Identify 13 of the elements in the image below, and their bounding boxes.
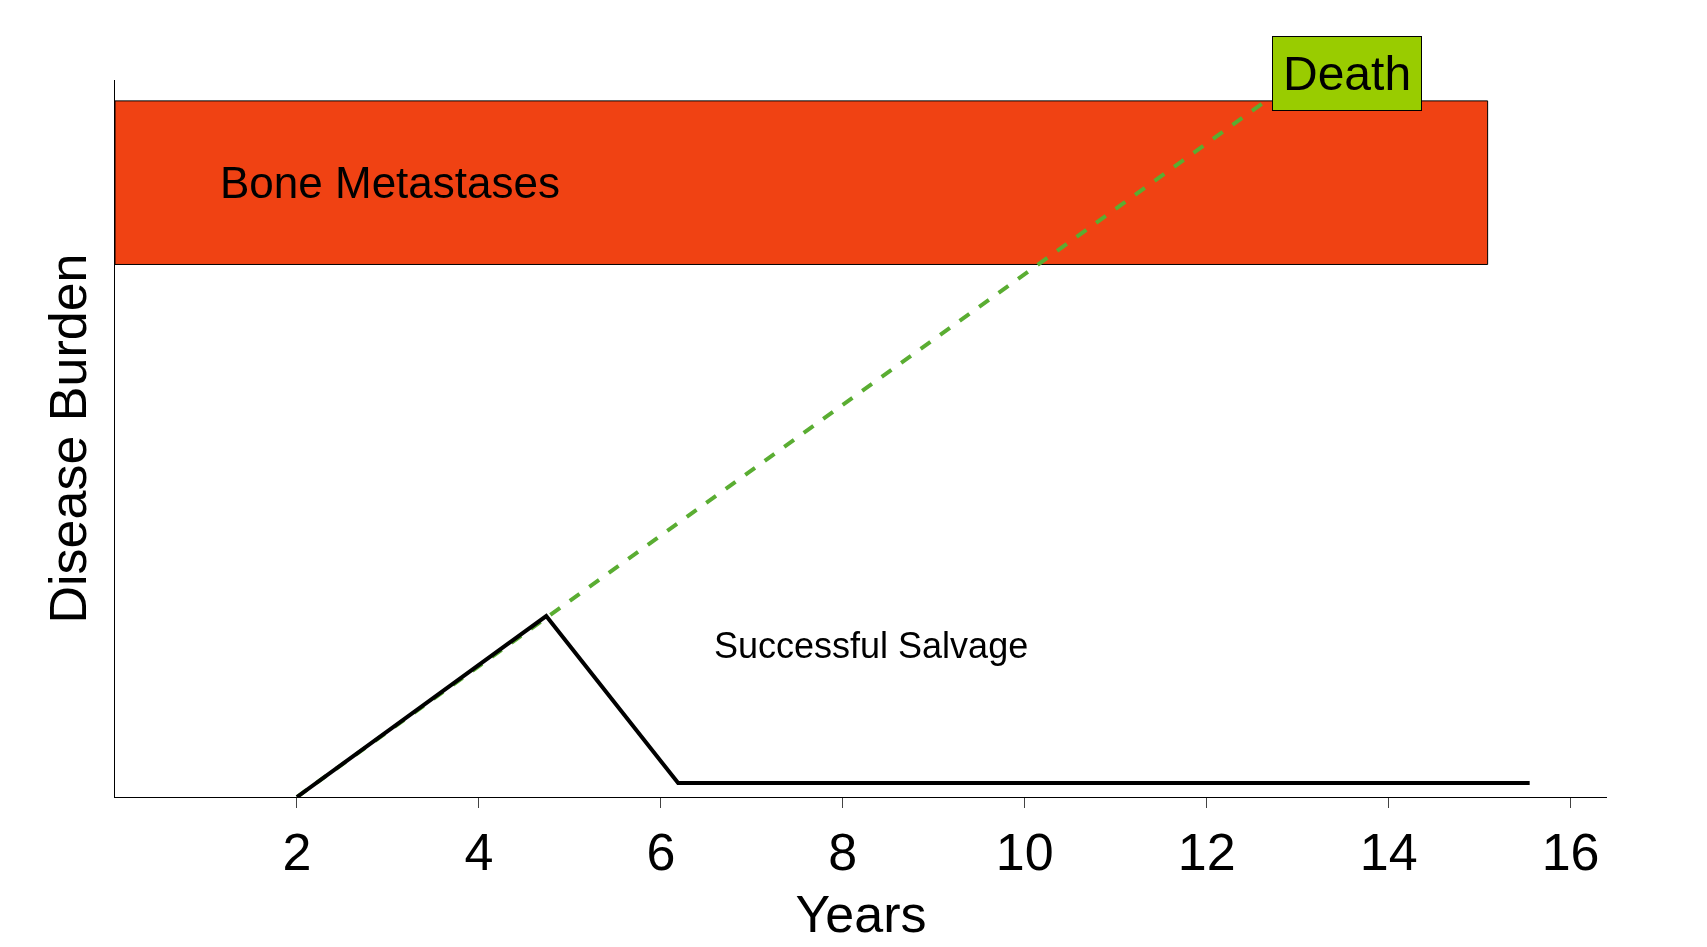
x-tick-label: 8 bbox=[828, 823, 858, 882]
x-tick-label: 10 bbox=[995, 823, 1054, 882]
annotation: Successful Salvage bbox=[714, 625, 1029, 666]
y-axis-title: Disease Burden bbox=[39, 253, 98, 624]
x-tick-label: 6 bbox=[646, 823, 676, 882]
annotation: Death bbox=[1283, 47, 1412, 100]
x-tick-label: 14 bbox=[1359, 823, 1418, 882]
band-label: Bone Metastases bbox=[220, 158, 560, 207]
x-tick-label: 2 bbox=[282, 823, 312, 882]
x-tick-label: 16 bbox=[1541, 823, 1600, 882]
x-axis-title: Years bbox=[795, 885, 927, 944]
x-tick-label: 4 bbox=[464, 823, 494, 882]
x-tick-label: 12 bbox=[1177, 823, 1236, 882]
